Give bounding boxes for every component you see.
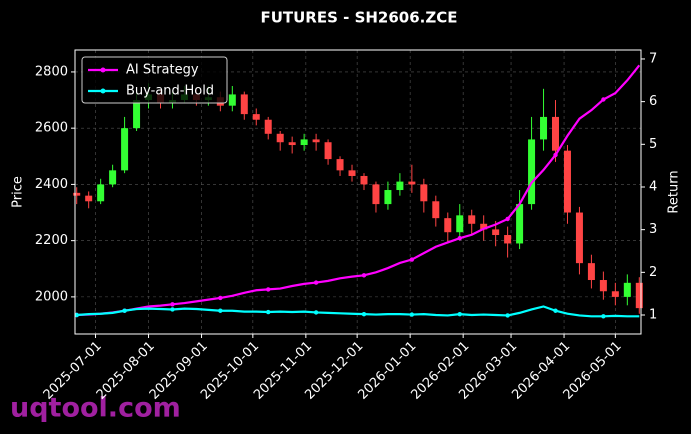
line-marker [553,152,558,158]
candle-body [336,159,344,171]
line-marker [361,311,367,317]
candle-body [252,114,260,120]
candle-body [623,282,631,297]
y2-axis-label: Return [667,170,682,213]
candle-body [97,184,105,202]
chart-title: FUTURES - SH2606.ZCE [260,9,457,27]
candle-body [85,195,93,202]
candle-body [540,116,548,140]
line-marker [409,257,415,262]
candle-body [240,94,248,115]
y-tick-label: 2800 [35,64,68,79]
candle-body [563,150,571,213]
candle-body [528,139,536,205]
candle-body [73,192,81,196]
legend-box [81,56,228,104]
candle-body [372,184,380,205]
candle-body [504,235,512,244]
line-marker [457,311,462,317]
candle-body [516,204,524,244]
y2-tick-label: 1 [649,308,657,323]
line-marker [266,309,271,315]
y2-tick-label: 3 [649,222,657,237]
line-marker [457,235,462,241]
candle-body [599,280,607,292]
legend-label: AI Strategy [126,63,199,78]
line-marker [313,280,319,285]
candle-body [300,139,308,146]
legend-marker [100,67,106,73]
candle-body [420,184,428,202]
line-marker [313,310,319,315]
candle-body [635,282,643,309]
y-tick-label: 2000 [35,289,68,304]
candle-body [348,170,356,176]
candle-body [360,175,368,185]
y2-tick-label: 7 [649,51,657,66]
legend-label: Buy-and-Hold [126,84,214,99]
line-marker [361,273,367,278]
y-tick-label: 2600 [35,121,68,136]
line-marker [601,97,606,102]
line-marker [218,295,223,301]
candle-body [276,133,284,143]
candle-body [288,142,296,146]
line-marker [266,287,271,292]
candle-body [396,181,404,191]
line-marker [170,307,175,312]
candle-body [432,201,440,219]
y2-tick-label: 5 [649,137,657,152]
line-marker [601,314,606,319]
candle-body [384,190,392,205]
candle-body [575,212,583,264]
candle-body [552,116,560,151]
y2-tick-label: 4 [649,179,657,194]
candle-body [264,119,272,134]
candle-body [133,100,141,129]
line-marker [505,216,510,222]
candle-body [109,170,117,185]
candle-body [228,94,236,106]
candle-body [468,215,476,224]
watermark: uqtool.com [10,393,181,424]
candle-body [444,218,452,233]
y-tick-label: 2400 [35,177,68,192]
line-marker [74,312,79,318]
candle-body [611,291,619,297]
y-axis-label: Price [11,176,26,208]
candle-body [456,215,464,233]
line-marker [122,308,127,313]
line-marker [505,313,510,318]
candle-body [324,142,332,160]
candle-body [312,139,320,143]
line-marker [409,312,415,317]
candle-body [408,181,416,185]
line-marker [170,302,175,307]
candle-body [492,229,500,236]
candle-body [121,128,129,171]
plot-frame [74,49,642,335]
line-marker [218,308,223,313]
candle-body [587,263,595,281]
candle-body [480,223,488,230]
legend-marker [100,88,106,94]
y2-tick-label: 2 [649,265,657,280]
y2-tick-label: 6 [649,94,657,109]
line-marker [553,308,558,313]
y-tick-label: 2200 [35,233,68,248]
